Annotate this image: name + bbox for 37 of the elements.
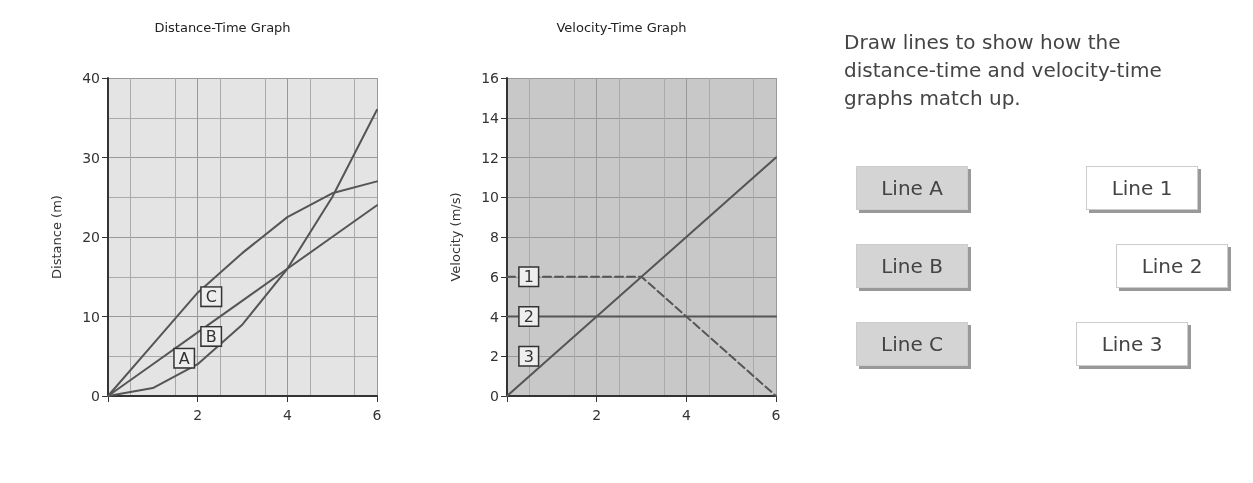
series-label: B bbox=[205, 326, 217, 346]
text: Line A bbox=[856, 166, 969, 210]
x-tick-label: 2 bbox=[193, 407, 203, 423]
series-label: C bbox=[205, 287, 217, 307]
text: Line B bbox=[856, 244, 969, 288]
y-tick-label: 30 bbox=[82, 149, 100, 166]
text: Line 1 bbox=[1086, 166, 1199, 210]
series-label: 1 bbox=[523, 267, 534, 287]
x-tick-label: 4 bbox=[681, 407, 691, 423]
x-tick-label: 6 bbox=[771, 407, 781, 423]
chart-title: Velocity-Time Graph bbox=[556, 20, 687, 35]
y-tick-label: 16 bbox=[481, 70, 500, 86]
y-tick-label: 0 bbox=[490, 388, 500, 404]
text: Line 2 bbox=[1116, 244, 1229, 288]
x-tick-label: 2 bbox=[592, 407, 602, 423]
y-tick-label: 12 bbox=[481, 149, 500, 166]
x-tick-label: 4 bbox=[282, 407, 292, 423]
y-tick-label: 6 bbox=[490, 268, 500, 285]
text: Line C bbox=[856, 322, 969, 366]
y-tick-label: 8 bbox=[490, 229, 500, 245]
chart-title: Distance-Time Graph bbox=[154, 20, 291, 35]
y-tick-label: 2 bbox=[490, 348, 500, 365]
series-label: 3 bbox=[523, 346, 534, 366]
series-label: 2 bbox=[523, 307, 534, 326]
y-tick-label: 4 bbox=[490, 308, 500, 325]
text: Draw lines to show how the distance-time and velocity-time graphs match up. bbox=[844, 29, 1163, 112]
text: Line 3 bbox=[1076, 322, 1189, 366]
y-tick-label: 10 bbox=[82, 308, 100, 325]
y-tick-label: 20 bbox=[82, 229, 100, 245]
x-tick-label: 6 bbox=[372, 407, 382, 423]
y-tick-label: 40 bbox=[82, 70, 100, 86]
y-axis-title: Velocity (m/s) bbox=[448, 192, 464, 282]
y-axis-title: Distance (m) bbox=[49, 195, 64, 279]
y-tick-label: 10 bbox=[481, 189, 500, 206]
series-label: A bbox=[178, 348, 190, 368]
y-tick-label: 0 bbox=[91, 388, 100, 404]
y-tick-label: 14 bbox=[481, 109, 500, 126]
